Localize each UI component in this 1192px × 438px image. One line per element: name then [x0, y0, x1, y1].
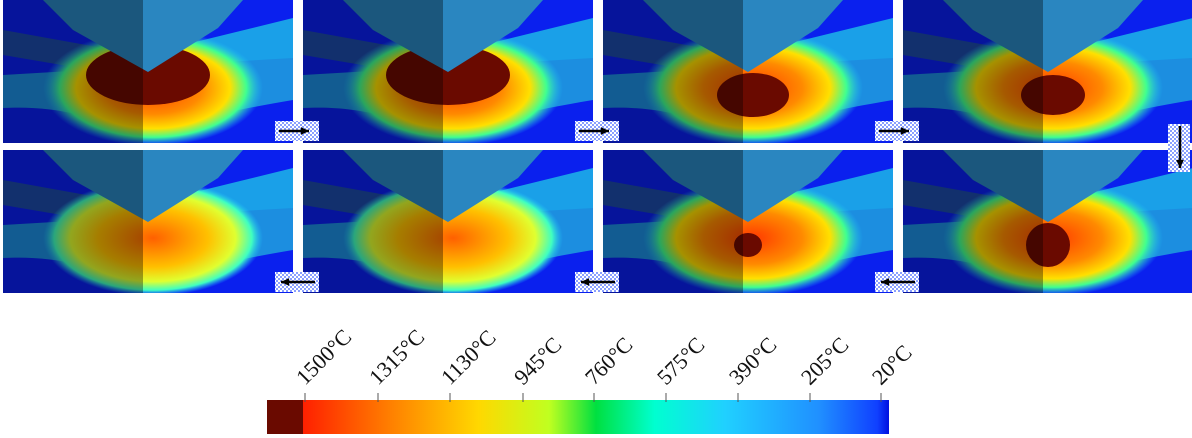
sim-panel [903, 150, 1192, 296]
shade [903, 150, 1043, 293]
sim-panel [3, 150, 293, 296]
colorbar-label: 760°C [580, 332, 638, 390]
sim-panel [603, 0, 893, 146]
sim-panel [603, 150, 893, 296]
shade [3, 0, 143, 143]
colorbar-gradient [303, 400, 889, 434]
shade [903, 0, 1043, 143]
page: 1500°C1315°C1130°C945°C760°C575°C390°C20… [0, 0, 1192, 438]
colorbar-cap [267, 400, 303, 434]
colorbar-label: 575°C [652, 332, 710, 390]
colorbar-label: 390°C [724, 332, 782, 390]
shade [603, 0, 743, 143]
colorbar-label: 1500°C [291, 324, 356, 389]
shade [3, 150, 143, 293]
colorbar-label: 1130°C [436, 325, 501, 390]
figure: 1500°C1315°C1130°C945°C760°C575°C390°C20… [0, 0, 1192, 438]
panels [3, 0, 1192, 296]
colorbar-label: 1315°C [364, 324, 429, 389]
sim-panel [303, 150, 593, 296]
colorbar-label: 20°C [867, 340, 917, 390]
colorbar-label: 945°C [509, 332, 567, 390]
sim-panel [903, 0, 1192, 146]
shade [303, 0, 443, 143]
colorbar-label: 205°C [796, 332, 854, 390]
shade [603, 150, 743, 293]
sim-panel [303, 0, 593, 146]
sim-panel [3, 0, 293, 146]
shade [303, 150, 443, 293]
